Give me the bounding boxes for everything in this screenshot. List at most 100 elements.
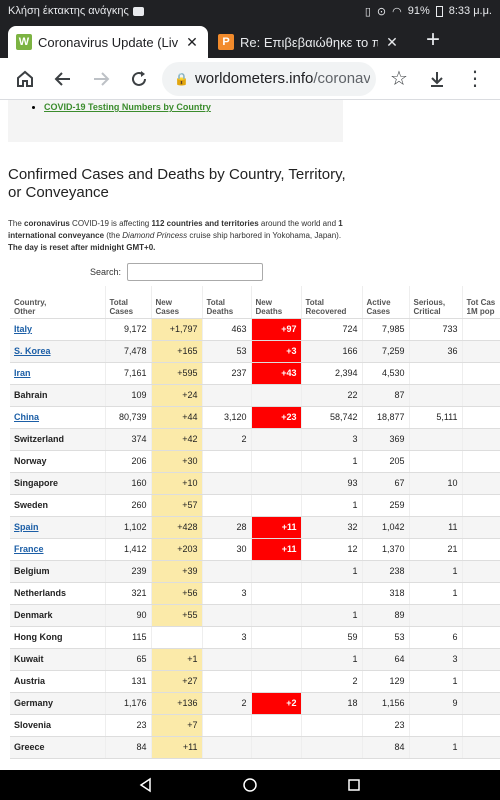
back-arrow-icon[interactable] <box>44 60 82 98</box>
country-link[interactable]: S. Korea <box>14 346 51 356</box>
bookmark-star-icon[interactable]: ☆ <box>390 68 408 90</box>
recovered-cell: 93 <box>301 472 363 495</box>
address-bar[interactable]: 🔒 worldometers.info/coronavirus/ <box>162 61 376 96</box>
new-cell: +1,797 <box>151 318 203 341</box>
total-cell: 131 <box>105 670 152 693</box>
intro-paragraph: The coronavirus COVID-19 is affecting 11… <box>8 218 348 254</box>
battery-percent: 91% <box>407 5 430 17</box>
active-cell: 369 <box>362 428 410 451</box>
page-title: Confirmed Cases and Deaths by Country, T… <box>8 166 346 201</box>
lock-icon[interactable]: 🔒 <box>174 71 189 86</box>
new-cell: +428 <box>151 516 203 539</box>
close-tab-icon[interactable]: ✕ <box>186 33 198 50</box>
column-header[interactable]: Serious, Critical <box>409 286 463 319</box>
new-deaths-cell <box>251 450 302 473</box>
per-million-cell <box>462 560 500 583</box>
serious-cell: 36 <box>409 340 463 363</box>
column-header-label: Cases <box>366 306 391 316</box>
per-million-cell <box>462 670 500 693</box>
new-cell: +55 <box>151 604 203 627</box>
country-name: Belgium <box>14 566 50 576</box>
new-cell: +165 <box>151 340 203 363</box>
recovered-cell: 59 <box>301 626 363 649</box>
column-header[interactable]: Active Cases <box>362 286 410 319</box>
deaths-cell: 30 <box>202 538 252 561</box>
column-header[interactable]: Total Recovered <box>301 286 363 319</box>
country-name: Hong Kong <box>14 632 63 642</box>
new-cell: +39 <box>151 560 203 583</box>
recovered-cell <box>301 714 363 737</box>
active-cell: 259 <box>362 494 410 517</box>
column-header[interactable]: New Cases <box>151 286 203 319</box>
reload-icon[interactable] <box>120 60 158 98</box>
intro-italic: Diamond Princess <box>122 231 188 240</box>
country-cell: Austria <box>10 670 106 693</box>
deaths-cell: 3,120 <box>202 406 252 429</box>
per-million-cell <box>462 450 500 473</box>
deaths-cell: 237 <box>202 362 252 385</box>
column-header[interactable]: Total Deaths <box>202 286 252 319</box>
per-million-cell <box>462 362 500 385</box>
deaths-cell <box>202 736 252 759</box>
new-cell: +44 <box>151 406 203 429</box>
country-cell: Greece <box>10 736 106 759</box>
home-icon[interactable] <box>6 60 44 98</box>
new-tab-plus-icon[interactable]: + <box>425 26 440 53</box>
column-header-label: Other <box>14 306 36 316</box>
serious-cell <box>409 604 463 627</box>
country-link[interactable]: Iran <box>14 368 31 378</box>
table-body: Italy 9,172 +1,797 463 +97 724 7,985 733 S. Kore… <box>10 318 500 759</box>
country-cell: Spain <box>10 516 106 539</box>
url-text[interactable]: worldometers.info/coronavirus/ <box>195 70 370 87</box>
total-cell: 23 <box>105 714 152 737</box>
active-cell: 1,042 <box>362 516 410 539</box>
column-header[interactable]: Total Cases <box>105 286 152 319</box>
per-million-cell <box>462 714 500 737</box>
deaths-cell: 28 <box>202 516 252 539</box>
reset-note: The day is reset after midnight GMT+0. <box>8 243 156 252</box>
nav-home-icon[interactable] <box>240 775 260 795</box>
tab-coronavirus-update[interactable]: W Coronavirus Update (Live): 1 ✕ <box>8 26 208 58</box>
country-name: Netherlands <box>14 588 67 598</box>
column-header[interactable]: New Deaths <box>251 286 302 319</box>
intro-bold: 1 international conveyance <box>8 219 343 240</box>
page-content: COVID-19 Testing Numbers by Country Conf… <box>0 100 500 770</box>
nav-recents-icon[interactable] <box>344 775 364 795</box>
intro-text: The <box>8 219 25 228</box>
per-million-cell <box>462 384 500 407</box>
table-row: China 80,739 +44 3,120 +23 58,742 18,877 5,111 <box>10 406 500 429</box>
new-cell: +42 <box>151 428 203 451</box>
deaths-cell <box>202 714 252 737</box>
per-million-cell <box>462 428 500 451</box>
testing-numbers-link[interactable]: COVID-19 Testing Numbers by Country <box>44 102 211 112</box>
new-deaths-cell <box>251 494 302 517</box>
total-cell: 206 <box>105 450 152 473</box>
tab-forum-reply[interactable]: P Re: Επιβεβαιώθηκε το πρώτο ✕ <box>210 26 408 58</box>
per-million-cell <box>462 604 500 627</box>
column-header[interactable]: Tot Cas 1M pop <box>462 286 500 319</box>
close-tab-icon[interactable]: ✕ <box>386 33 398 50</box>
table-row: Switzerland 374 +42 2 3 369 <box>10 428 500 451</box>
per-million-cell <box>462 318 500 341</box>
per-million-cell <box>462 494 500 517</box>
download-icon[interactable] <box>418 60 456 98</box>
search-input[interactable] <box>127 263 264 281</box>
country-link[interactable]: Spain <box>14 522 39 532</box>
column-header-label: Total <box>206 297 226 307</box>
intro-text: cruise ship harbored in Yokohama, Japan)… <box>187 231 342 240</box>
menu-kebab-icon[interactable]: ⋮ <box>465 68 485 90</box>
per-million-cell <box>462 692 500 715</box>
country-link[interactable]: France <box>14 544 44 554</box>
forward-arrow-icon[interactable] <box>82 60 120 98</box>
country-link[interactable]: Italy <box>14 324 33 334</box>
column-header-label: Recovered <box>305 306 347 316</box>
serious-cell: 11 <box>409 516 463 539</box>
column-header-label: Tot Cas <box>466 297 496 307</box>
table-row: Belgium 239 +39 1 238 1 <box>10 560 500 583</box>
nav-back-icon[interactable] <box>136 775 156 795</box>
total-cell: 1,176 <box>105 692 152 715</box>
column-header-label: New <box>155 297 172 307</box>
column-header[interactable]: Country, Other <box>10 286 106 319</box>
active-cell: 18,877 <box>362 406 410 429</box>
country-link[interactable]: China <box>14 412 40 422</box>
